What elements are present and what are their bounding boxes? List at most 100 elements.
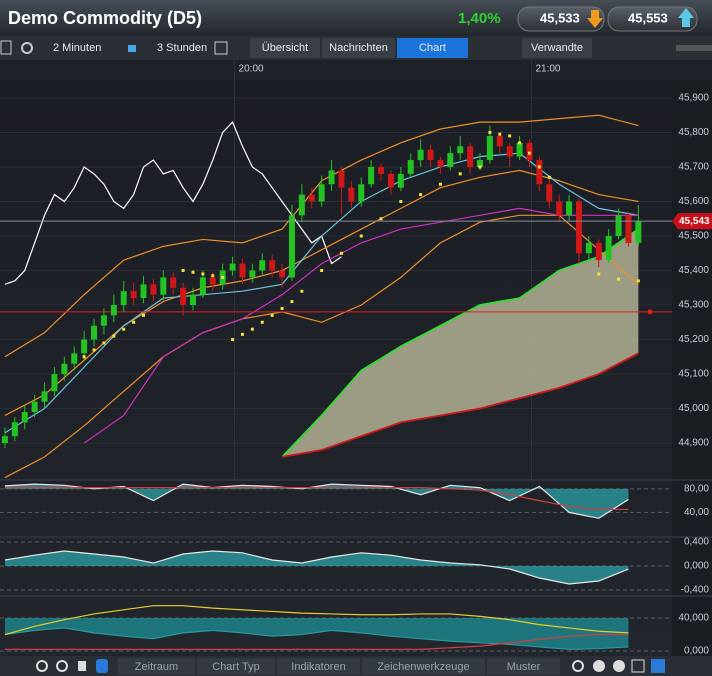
sar-dot bbox=[221, 275, 225, 279]
lock-icon[interactable] bbox=[128, 45, 136, 52]
sar-dot bbox=[636, 279, 640, 283]
y-tick-label: 45,100 bbox=[678, 369, 709, 380]
sar-dot bbox=[191, 270, 195, 274]
bottom-tab-label[interactable]: Zeichenwerkzeuge bbox=[377, 661, 469, 673]
down-arrow bbox=[587, 10, 603, 28]
candle-body bbox=[486, 135, 493, 161]
settings-icon[interactable] bbox=[21, 42, 33, 54]
title: Demo Commodity (D5) bbox=[8, 8, 202, 28]
panel-tick-label: -0,400 bbox=[681, 585, 710, 596]
x-tick-label: 21:00 bbox=[535, 64, 560, 75]
bid: 45,533 bbox=[540, 10, 580, 25]
candle-body bbox=[41, 391, 48, 402]
range[interactable]: 3 Stunden bbox=[157, 42, 207, 54]
candle-body bbox=[91, 325, 98, 340]
panel-indicator-line bbox=[4, 633, 629, 650]
sar-dot bbox=[260, 320, 264, 324]
candle-body bbox=[328, 170, 335, 185]
sar-dot bbox=[211, 274, 215, 278]
y-tick-label: 45,200 bbox=[678, 334, 709, 345]
candle-body bbox=[51, 374, 58, 392]
candle-body bbox=[229, 263, 236, 271]
sar-dot bbox=[300, 289, 304, 293]
candle-body bbox=[615, 215, 622, 236]
candle-body bbox=[269, 260, 276, 271]
sar-dot bbox=[478, 165, 482, 169]
numbers-icon[interactable] bbox=[651, 659, 665, 673]
list-icon[interactable] bbox=[0, 40, 12, 55]
bottom-tab-label[interactable]: Chart Typ bbox=[212, 661, 260, 673]
bottom-tab[interactable] bbox=[118, 658, 195, 675]
candle-body bbox=[21, 412, 28, 423]
candle-body bbox=[566, 201, 573, 216]
candle-body bbox=[387, 173, 394, 188]
calendar-icon[interactable] bbox=[214, 41, 228, 55]
candle-body bbox=[378, 166, 385, 174]
indicator-line bbox=[4, 214, 639, 479]
indicator-line bbox=[4, 169, 639, 416]
bid-button[interactable] bbox=[517, 6, 605, 32]
sar-dot bbox=[399, 199, 403, 203]
sar-dot bbox=[142, 313, 146, 317]
zoom-in[interactable] bbox=[613, 660, 625, 672]
sar-dot bbox=[320, 269, 324, 273]
candle-body bbox=[338, 170, 345, 188]
zoom-icon[interactable] bbox=[572, 660, 584, 672]
clear-icon[interactable] bbox=[56, 660, 68, 672]
sar-dot bbox=[508, 134, 512, 138]
bottom-tab[interactable] bbox=[362, 658, 485, 675]
sar-dot bbox=[290, 300, 294, 304]
candle-body bbox=[31, 401, 38, 413]
interval[interactable]: 2 Minuten bbox=[53, 42, 101, 54]
tab-label[interactable]: Chart bbox=[419, 42, 446, 54]
candle-body bbox=[120, 291, 127, 306]
sar-dot bbox=[231, 338, 235, 342]
bottom-tab[interactable] bbox=[197, 658, 275, 675]
pen-icon[interactable] bbox=[78, 661, 86, 671]
bottom-tab[interactable] bbox=[487, 658, 560, 675]
refresh-icon[interactable] bbox=[36, 660, 48, 672]
related[interactable]: Verwandte bbox=[531, 42, 583, 54]
tab[interactable] bbox=[397, 38, 468, 58]
scroll-icon[interactable] bbox=[96, 659, 108, 673]
level-dot bbox=[647, 309, 653, 315]
ask-button[interactable] bbox=[607, 6, 698, 32]
sar-dot bbox=[379, 217, 383, 221]
candle-body bbox=[397, 173, 404, 188]
crosshair-icon[interactable] bbox=[631, 659, 645, 673]
x-tick-label: 20:00 bbox=[239, 64, 264, 75]
candle-body bbox=[546, 184, 553, 202]
y-tick-label: 45,400 bbox=[678, 265, 709, 276]
bottom-tab-label[interactable]: Indikatoren bbox=[291, 661, 345, 673]
sar-dot bbox=[240, 332, 244, 336]
candle-body bbox=[536, 160, 543, 185]
candle-body bbox=[288, 215, 295, 278]
candle-body bbox=[447, 153, 454, 167]
sar-dot bbox=[527, 151, 531, 155]
tab[interactable] bbox=[250, 38, 320, 58]
candle-body bbox=[595, 242, 602, 261]
candle-body bbox=[496, 135, 503, 147]
candle-body bbox=[130, 291, 137, 299]
zoom-out[interactable] bbox=[593, 660, 605, 672]
sar-dot bbox=[280, 306, 284, 310]
candle-body bbox=[457, 146, 464, 154]
tab-label[interactable]: Übersicht bbox=[262, 42, 308, 54]
candle-body bbox=[140, 284, 147, 299]
panel-area bbox=[4, 484, 629, 519]
tab-label[interactable]: Nachrichten bbox=[329, 42, 388, 54]
related-tab[interactable] bbox=[522, 38, 592, 58]
candle-body bbox=[259, 260, 266, 271]
candle-body bbox=[170, 277, 177, 288]
window-icons[interactable] bbox=[676, 45, 712, 51]
candle-body bbox=[81, 339, 88, 354]
tab[interactable] bbox=[322, 38, 395, 58]
candle-body bbox=[239, 263, 246, 278]
y-tick-label: 45,300 bbox=[678, 300, 709, 311]
candle-body bbox=[249, 270, 256, 278]
bottom-tab-label[interactable]: Muster bbox=[507, 661, 541, 673]
sar-dot bbox=[181, 269, 185, 273]
bottom-tab[interactable] bbox=[277, 658, 360, 675]
bottom-tab-label[interactable]: Zeitraum bbox=[135, 661, 178, 673]
up-arrow bbox=[678, 8, 694, 27]
